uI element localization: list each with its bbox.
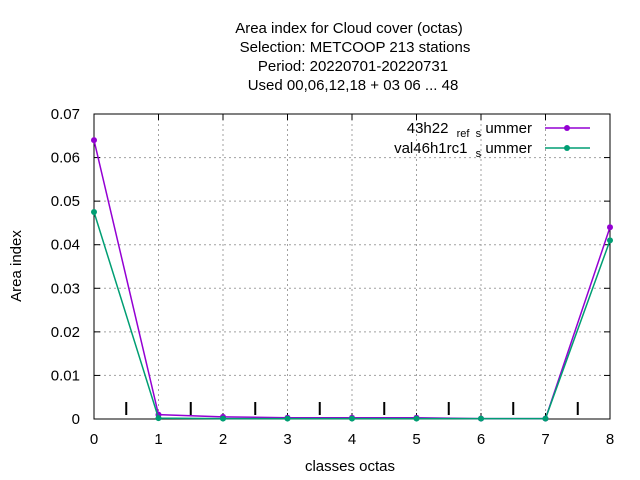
- data-point: [284, 415, 291, 422]
- x-tick-label: 1: [154, 431, 162, 448]
- x-tick-labels: 0 1 2 3 4 5 6 7 8: [90, 431, 614, 448]
- x-tick-label: 8: [606, 431, 614, 448]
- chart-title-line-3: Period: 20220701-20220731: [258, 58, 448, 75]
- y-tick-label: 0.07: [51, 106, 80, 123]
- y-axis-label: Area index: [8, 230, 25, 302]
- chart-title-line-4: Used 00,06,12,18 + 03 06 ... 48: [248, 77, 459, 94]
- y-tick-labels: 0 0.01 0.02 0.03 0.04 0.05 0.06 0.07: [51, 106, 80, 428]
- legend-label-2: val46h1rc1 s ummer: [394, 140, 532, 161]
- grid: [94, 114, 610, 419]
- legend-1-sub-1: ref: [457, 128, 471, 140]
- data-point: [349, 415, 355, 422]
- legend-2-sub-2: s: [476, 148, 482, 160]
- y-tick-label: 0.03: [51, 280, 80, 297]
- y-tick-label: 0.06: [51, 150, 80, 167]
- x-axis-label: classes octas: [305, 458, 395, 475]
- data-point: [91, 137, 97, 144]
- y-tick-label: 0.05: [51, 193, 80, 210]
- data-point: [413, 415, 420, 422]
- legend-1-main: 43h22: [407, 120, 449, 137]
- data-point: [220, 415, 226, 422]
- legend-2-main: val46h1rc1: [394, 140, 467, 157]
- legend-swatches: [545, 125, 590, 151]
- series-2: [91, 209, 613, 422]
- x-tick-label: 7: [541, 431, 549, 448]
- axis-ticks: [93, 113, 611, 420]
- legend-swatch-point: [564, 145, 570, 151]
- data-point: [542, 415, 549, 422]
- x-tick-label: 2: [219, 431, 227, 448]
- legend-label-1: 43h22 ref s ummer: [407, 120, 532, 141]
- data-point: [607, 224, 613, 231]
- data-point: [155, 415, 162, 422]
- bar-ticks: [125, 402, 579, 415]
- x-tick-label: 4: [348, 431, 356, 448]
- x-tick-label: 6: [477, 431, 485, 448]
- y-tick-label: 0.04: [51, 237, 80, 254]
- y-tick-label: 0.01: [51, 367, 80, 384]
- data-point: [478, 415, 484, 422]
- legend-1-sub-2: s: [476, 128, 482, 140]
- x-tick-label: 0: [90, 431, 98, 448]
- data-point: [607, 237, 613, 244]
- legend-2-tail: ummer: [485, 140, 532, 157]
- x-tick-label: 5: [412, 431, 420, 448]
- legend-1-tail: ummer: [485, 120, 532, 137]
- legend-swatch-point: [564, 125, 570, 131]
- y-tick-label: 0.02: [51, 324, 80, 341]
- chart-title-line-1: Area index for Cloud cover (octas): [235, 20, 463, 37]
- chart-title-line-2: Selection: METCOOP 213 stations: [240, 39, 471, 56]
- data-point: [91, 209, 97, 216]
- legend: 43h22 ref s ummer val46h1rc1 s ummer: [394, 120, 590, 161]
- y-tick-label: 0: [72, 411, 80, 428]
- series-layer: [91, 137, 613, 422]
- x-tick-label: 3: [283, 431, 291, 448]
